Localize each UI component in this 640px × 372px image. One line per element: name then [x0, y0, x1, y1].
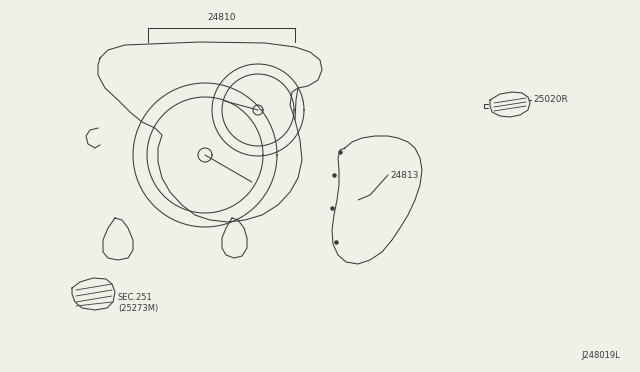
Text: SEC.251
(25273M): SEC.251 (25273M) — [118, 293, 158, 313]
Text: 24813: 24813 — [390, 170, 419, 180]
Text: 24810: 24810 — [208, 13, 236, 22]
Text: 25020R: 25020R — [533, 96, 568, 105]
Text: J248019L: J248019L — [581, 350, 620, 359]
